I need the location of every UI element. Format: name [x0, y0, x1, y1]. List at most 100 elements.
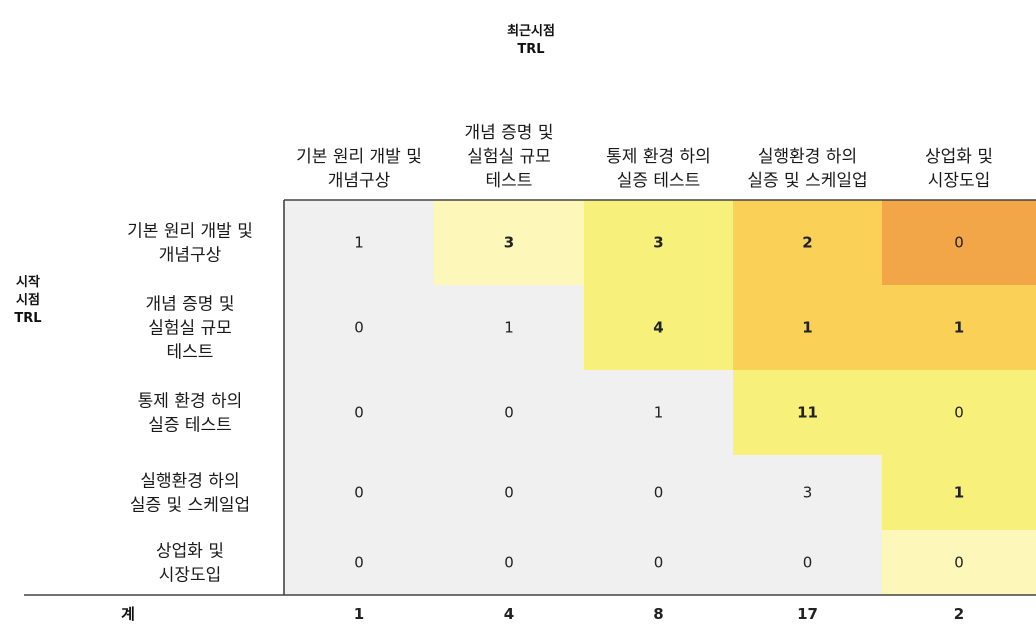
total-value: 2 [954, 605, 964, 623]
cell-value: 0 [954, 234, 964, 252]
cell-value: 1 [802, 319, 812, 337]
column-header-line: 실증 및 스케일업 [747, 171, 867, 191]
row-header-line: 기본 원리 개발 및 [127, 222, 253, 242]
column-header-line: 개념 증명 및 [464, 123, 553, 143]
chart-title-line: 최근시점 [507, 24, 555, 39]
column-header-line: 시장도입 [928, 171, 991, 191]
heatmap-cell [434, 285, 584, 370]
cell-value: 0 [654, 484, 664, 502]
cell-value: 1 [354, 234, 364, 252]
cell-value: 0 [354, 484, 364, 502]
heatmap-cell [434, 530, 584, 595]
cell-value: 2 [802, 234, 812, 252]
row-header-line: 상업화 및 [156, 542, 224, 562]
column-header-line: 개념구상 [328, 171, 391, 191]
heatmap-cell [584, 370, 733, 455]
cell-value: 0 [954, 404, 964, 422]
heatmap-cell [434, 455, 584, 530]
cell-value: 0 [504, 404, 514, 422]
row-header-line: 실행환경 하의 [140, 472, 239, 492]
cell-value: 0 [354, 554, 364, 572]
cell-value: 3 [653, 234, 663, 252]
row-header-line: 개념 증명 및 [145, 295, 234, 315]
total-value: 4 [504, 605, 514, 623]
heatmap-cell [284, 200, 434, 285]
cell-value: 1 [504, 319, 514, 337]
column-header-line: 상업화 및 [925, 147, 993, 167]
cell-value: 0 [803, 554, 813, 572]
cell-value: 0 [504, 554, 514, 572]
total-value: 8 [653, 605, 663, 623]
heatmap-cell [584, 530, 733, 595]
heatmap-grid: 1 3 3 2 00 1 4 1 10 0 1 11 00 0 0 3 10 0 0 0 0 [284, 200, 1036, 595]
row-header-line: 실증 및 스케일업 [130, 496, 250, 516]
cell-value: 1 [954, 319, 964, 337]
chart-title-line: TRL [517, 42, 544, 57]
heatmap-cell [733, 200, 882, 285]
heatmap-cell [284, 370, 434, 455]
cell-value: 3 [803, 484, 813, 502]
cell-value: 0 [654, 554, 664, 572]
heatmap-cell [882, 530, 1036, 595]
heatmap-cell [733, 455, 882, 530]
column-header-line: 테스트 [486, 171, 533, 191]
row-header-line: 통제 환경 하의 [138, 392, 243, 412]
cell-value: 3 [504, 234, 514, 252]
heatmap-cell [584, 455, 733, 530]
column-header-line: 실험실 규모 [467, 147, 551, 167]
row-header-line: 개념구상 [159, 246, 222, 266]
row-header-line: 테스트 [167, 343, 214, 363]
heatmap-cell [733, 285, 882, 370]
y-axis-title-line: 시작 [16, 274, 40, 290]
total-value: 17 [797, 605, 818, 623]
totals-row: 1 4 8 17 2 [354, 605, 964, 623]
heatmap-cell [584, 285, 733, 370]
column-header-line: 실행환경 하의 [758, 147, 857, 167]
cell-value: 4 [653, 319, 663, 337]
heatmap-cell [284, 285, 434, 370]
heatmap-cell [434, 370, 584, 455]
heatmap-cell [434, 200, 584, 285]
totals-label: 계 [121, 605, 135, 623]
y-axis-title-line: 시점 [16, 293, 40, 308]
row-header-line: 시장도입 [159, 566, 222, 586]
heatmap-cell [284, 530, 434, 595]
chart-title: 최근시점 TRL [507, 24, 555, 57]
heatmap-cell [882, 285, 1036, 370]
cell-value: 0 [354, 404, 364, 422]
heatmap-cell [733, 370, 882, 455]
heatmap-cell [584, 200, 733, 285]
cell-value: 0 [504, 484, 514, 502]
cell-value: 1 [954, 484, 964, 502]
heatmap-cell [882, 200, 1036, 285]
cell-value: 11 [797, 404, 818, 422]
column-header-line: 실증 테스트 [617, 171, 701, 191]
row-header-line: 실증 테스트 [148, 416, 232, 436]
heatmap-cell [284, 455, 434, 530]
cell-value: 0 [954, 554, 964, 572]
heatmap-cell [882, 455, 1036, 530]
heatmap-cell [882, 370, 1036, 455]
cell-value: 1 [654, 404, 664, 422]
y-axis-title-line: TRL [14, 311, 41, 326]
column-header-line: 통제 환경 하의 [606, 147, 711, 167]
row-header-line: 실험실 규모 [148, 319, 232, 339]
cell-value: 0 [354, 319, 364, 337]
total-value: 1 [354, 605, 364, 623]
column-header-line: 기본 원리 개발 및 [296, 147, 422, 167]
heatmap-cell [733, 530, 882, 595]
